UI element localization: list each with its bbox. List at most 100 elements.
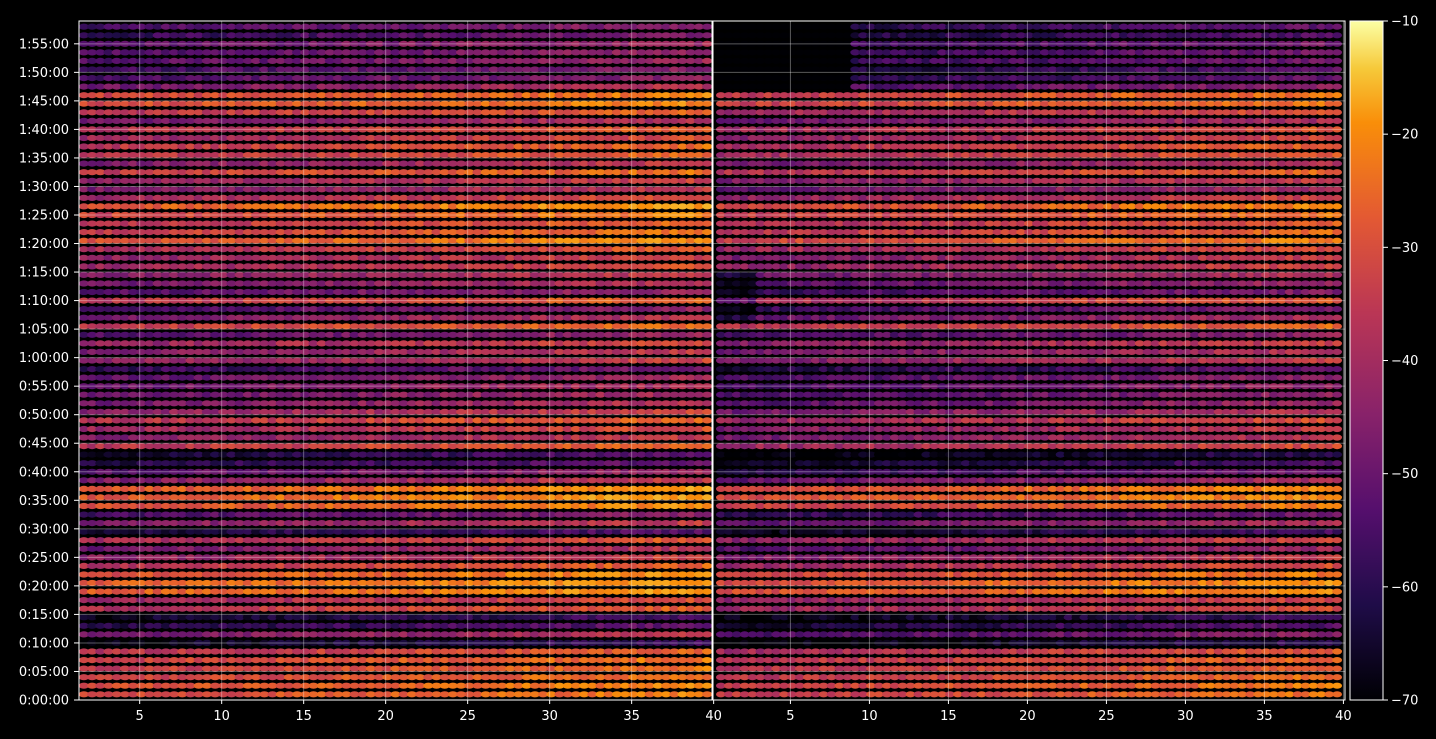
heatmap-cell [398, 614, 409, 621]
heatmap-cell [702, 417, 712, 424]
heatmap-cell [79, 639, 89, 646]
heatmap-cell [431, 648, 442, 655]
heatmap-cell [439, 648, 450, 655]
heatmap-cell [669, 554, 680, 561]
heatmap-cell [538, 545, 549, 552]
heatmap-cell [324, 579, 335, 587]
heatmap-cell [570, 605, 582, 612]
heatmap-cell [464, 554, 475, 561]
heatmap-cell [119, 657, 130, 664]
heatmap-cell [95, 597, 106, 604]
heatmap-cell [300, 674, 311, 681]
heatmap-cell [693, 674, 705, 681]
heatmap-cell [554, 562, 565, 570]
heatmap-cell [562, 554, 573, 561]
heatmap-cell [87, 588, 98, 595]
heatmap-cell [374, 622, 385, 629]
heatmap-cell [570, 631, 582, 638]
heatmap-cell [603, 605, 614, 612]
heatmap-cell [365, 579, 376, 587]
heatmap-cell [275, 648, 286, 655]
heatmap-cell [333, 639, 344, 647]
heatmap-cell [316, 614, 327, 621]
heatmap-cell [103, 614, 114, 621]
heatmap-cell [185, 605, 196, 612]
heatmap-cell [365, 545, 376, 552]
heatmap-cell [103, 648, 114, 655]
heatmap-cell [267, 691, 278, 698]
heatmap-cell [685, 562, 696, 570]
heatmap-cell [538, 665, 549, 672]
heatmap-cell [234, 597, 245, 604]
heatmap-cell [95, 682, 106, 689]
heatmap-cell [201, 597, 212, 604]
heatmap-cell [447, 597, 458, 604]
heatmap-cell [226, 571, 237, 578]
heatmap-cell [595, 639, 606, 647]
heatmap-cell [234, 605, 245, 612]
heatmap-cell [611, 571, 623, 578]
heatmap-cell [431, 588, 442, 595]
heatmap-cell [529, 562, 541, 570]
heatmap-cell [406, 588, 417, 595]
heatmap-cell [439, 597, 450, 604]
heatmap-cell [521, 605, 532, 612]
heatmap-cell [439, 614, 450, 621]
heatmap-cell [603, 665, 614, 672]
heatmap-cell [447, 665, 458, 672]
heatmap-cell [538, 657, 549, 664]
heatmap-cell [177, 605, 188, 612]
heatmap-cell [693, 588, 705, 595]
heatmap-cell [554, 622, 565, 629]
heatmap-cell [702, 648, 712, 655]
heatmap-cell [160, 614, 171, 621]
heatmap-cell [636, 571, 647, 578]
heatmap-cell [685, 631, 696, 638]
heatmap-cell [390, 579, 401, 587]
heatmap-cell [103, 657, 114, 664]
heatmap-cell [201, 682, 212, 689]
heatmap-cell [341, 545, 352, 552]
heatmap-cell [570, 597, 582, 604]
heatmap-cell [652, 605, 664, 612]
heatmap-cell [316, 657, 327, 664]
heatmap-cell [562, 605, 573, 612]
heatmap-cell [341, 614, 352, 621]
heatmap-cell [579, 648, 590, 655]
heatmap-cell [562, 665, 573, 672]
heatmap-cell [144, 545, 155, 552]
heatmap-cell [103, 639, 114, 647]
heatmap-cell [538, 648, 549, 655]
heatmap-cell [185, 571, 196, 578]
heatmap-cell [488, 639, 499, 647]
heatmap-cell [357, 605, 368, 612]
heatmap-cell [644, 631, 655, 638]
heatmap-cell [87, 597, 98, 604]
heatmap-cell [480, 554, 491, 561]
heatmap-cell [177, 665, 188, 672]
heatmap-cell [136, 562, 147, 570]
heatmap-cell [685, 605, 696, 612]
heatmap-cell [546, 631, 557, 638]
heatmap-cell [497, 665, 508, 672]
heatmap-cell [234, 682, 245, 689]
heatmap-cell [702, 169, 712, 176]
heatmap-cell [193, 622, 204, 629]
heatmap-cell [497, 571, 508, 578]
heatmap-cell [505, 605, 516, 612]
heatmap-cell [193, 588, 204, 595]
heatmap-cell [620, 622, 631, 629]
heatmap-cell [87, 639, 98, 647]
heatmap-cell [538, 571, 549, 578]
heatmap-cell [234, 665, 245, 672]
heatmap-cell [669, 579, 680, 587]
heatmap-cell [406, 648, 417, 655]
heatmap-cell [111, 597, 122, 604]
heatmap-cell [119, 631, 130, 638]
heatmap-cell [283, 631, 294, 638]
heatmap-cell [144, 691, 155, 698]
heatmap-cell [611, 665, 623, 672]
heatmap-cell [669, 631, 680, 638]
heatmap-cell [415, 648, 426, 655]
heatmap-cell [267, 622, 278, 629]
